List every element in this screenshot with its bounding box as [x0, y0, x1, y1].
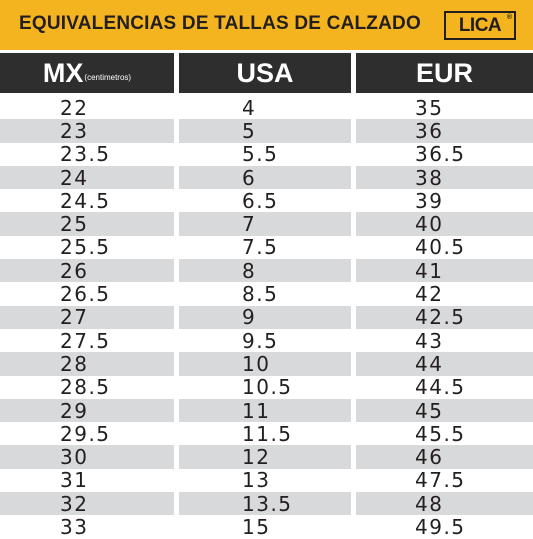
table-row: 28.5 10.5 44.5	[0, 375, 533, 399]
table-row: 32 13.5 48	[0, 492, 533, 516]
cell-mx: 24.5	[0, 189, 174, 213]
cell-usa: 11.5	[179, 422, 351, 446]
cell-eur: 40	[356, 212, 533, 236]
column-header-mx: MX (centimetros)	[0, 53, 174, 93]
chart-title: EQUIVALENCIAS DE TALLAS DE CALZADO	[19, 13, 421, 34]
table-row: 23 5 36	[0, 119, 533, 143]
table-row: 27 9 42.5	[0, 305, 533, 329]
cell-eur: 35	[356, 96, 533, 120]
cell-eur: 46	[356, 445, 533, 469]
column-header-mx-label: MX	[42, 57, 84, 88]
cell-mx: 27	[0, 305, 174, 329]
cell-eur: 47.5	[356, 468, 533, 492]
table-row: 22 4 35	[0, 96, 533, 120]
cell-usa: 5	[179, 119, 351, 143]
table-row: 31 13 47.5	[0, 468, 533, 492]
cell-eur: 42	[356, 282, 533, 306]
cell-mx: 23	[0, 119, 174, 143]
cell-usa: 11	[179, 399, 351, 423]
cell-mx: 29	[0, 399, 174, 423]
cell-usa: 12	[179, 445, 351, 469]
table-row: 26 8 41	[0, 259, 533, 283]
cell-eur: 39	[356, 189, 533, 213]
cell-eur: 45.5	[356, 422, 533, 446]
table-row: 27.5 9.5 43	[0, 329, 533, 353]
cell-mx: 29.5	[0, 422, 174, 446]
cell-mx: 24	[0, 166, 174, 190]
column-header-eur: EUR	[356, 53, 533, 93]
logo-text: LICA	[458, 14, 502, 36]
cell-mx: 25.5	[0, 235, 174, 259]
cell-usa: 10	[179, 352, 351, 376]
cell-usa: 10.5	[179, 375, 351, 399]
cell-mx: 28	[0, 352, 174, 376]
cell-usa: 7	[179, 212, 351, 236]
cell-mx: 31	[0, 468, 174, 492]
cell-mx: 30	[0, 445, 174, 469]
column-header-eur-label: EUR	[415, 57, 473, 88]
cell-eur: 42.5	[356, 305, 533, 329]
table-row: 28 10 44	[0, 352, 533, 376]
cell-usa: 9	[179, 305, 351, 329]
cell-mx: 27.5	[0, 329, 174, 353]
cell-eur: 44	[356, 352, 533, 376]
size-table: 22 4 35 23 5 36 23.5 5.5 36.5 24 6 38 24.5 6.5 39 25 7 40…	[0, 96, 533, 539]
cell-usa: 15	[179, 515, 351, 539]
cell-usa: 8	[179, 259, 351, 283]
cell-eur: 49.5	[356, 515, 533, 539]
cell-eur: 45	[356, 399, 533, 423]
cell-eur: 38	[356, 166, 533, 190]
cell-eur: 40.5	[356, 235, 533, 259]
cell-eur: 43	[356, 329, 533, 353]
column-header-usa: USA	[179, 53, 351, 93]
cell-usa: 8.5	[179, 282, 351, 306]
table-row: 30 12 46	[0, 445, 533, 469]
cell-eur: 41	[356, 259, 533, 283]
cell-mx: 32	[0, 492, 174, 516]
cell-eur: 36	[356, 119, 533, 143]
table-row: 24 6 38	[0, 166, 533, 190]
column-header-mx-unit: (centimetros)	[84, 73, 132, 82]
cell-usa: 6	[179, 166, 351, 190]
cell-mx: 26.5	[0, 282, 174, 306]
cell-mx: 26	[0, 259, 174, 283]
table-row: 25.5 7.5 40.5	[0, 235, 533, 259]
cell-usa: 13	[179, 468, 351, 492]
cell-usa: 4	[179, 96, 351, 120]
cell-eur: 48	[356, 492, 533, 516]
cell-usa: 13.5	[179, 492, 351, 516]
registered-mark: ®	[506, 14, 512, 21]
table-row: 29 11 45	[0, 399, 533, 423]
table-row: 23.5 5.5 36.5	[0, 142, 533, 166]
cell-mx: 22	[0, 96, 174, 120]
cell-usa: 7.5	[179, 235, 351, 259]
table-row: 24.5 6.5 39	[0, 189, 533, 213]
cell-usa: 5.5	[179, 142, 351, 166]
cell-mx: 28.5	[0, 375, 174, 399]
lica-logo: LICA ®	[444, 11, 516, 40]
cell-mx: 25	[0, 212, 174, 236]
table-row: 29.5 11.5 45.5	[0, 422, 533, 446]
cell-mx: 23.5	[0, 142, 174, 166]
cell-usa: 9.5	[179, 329, 351, 353]
table-row: 25 7 40	[0, 212, 533, 236]
cell-mx: 33	[0, 515, 174, 539]
table-row: 26.5 8.5 42	[0, 282, 533, 306]
cell-eur: 36.5	[356, 142, 533, 166]
table-row: 33 15 49.5	[0, 515, 533, 539]
cell-eur: 44.5	[356, 375, 533, 399]
column-header-usa-label: USA	[236, 57, 294, 88]
title-bar: EQUIVALENCIAS DE TALLAS DE CALZADO LICA …	[0, 0, 533, 50]
cell-usa: 6.5	[179, 189, 351, 213]
